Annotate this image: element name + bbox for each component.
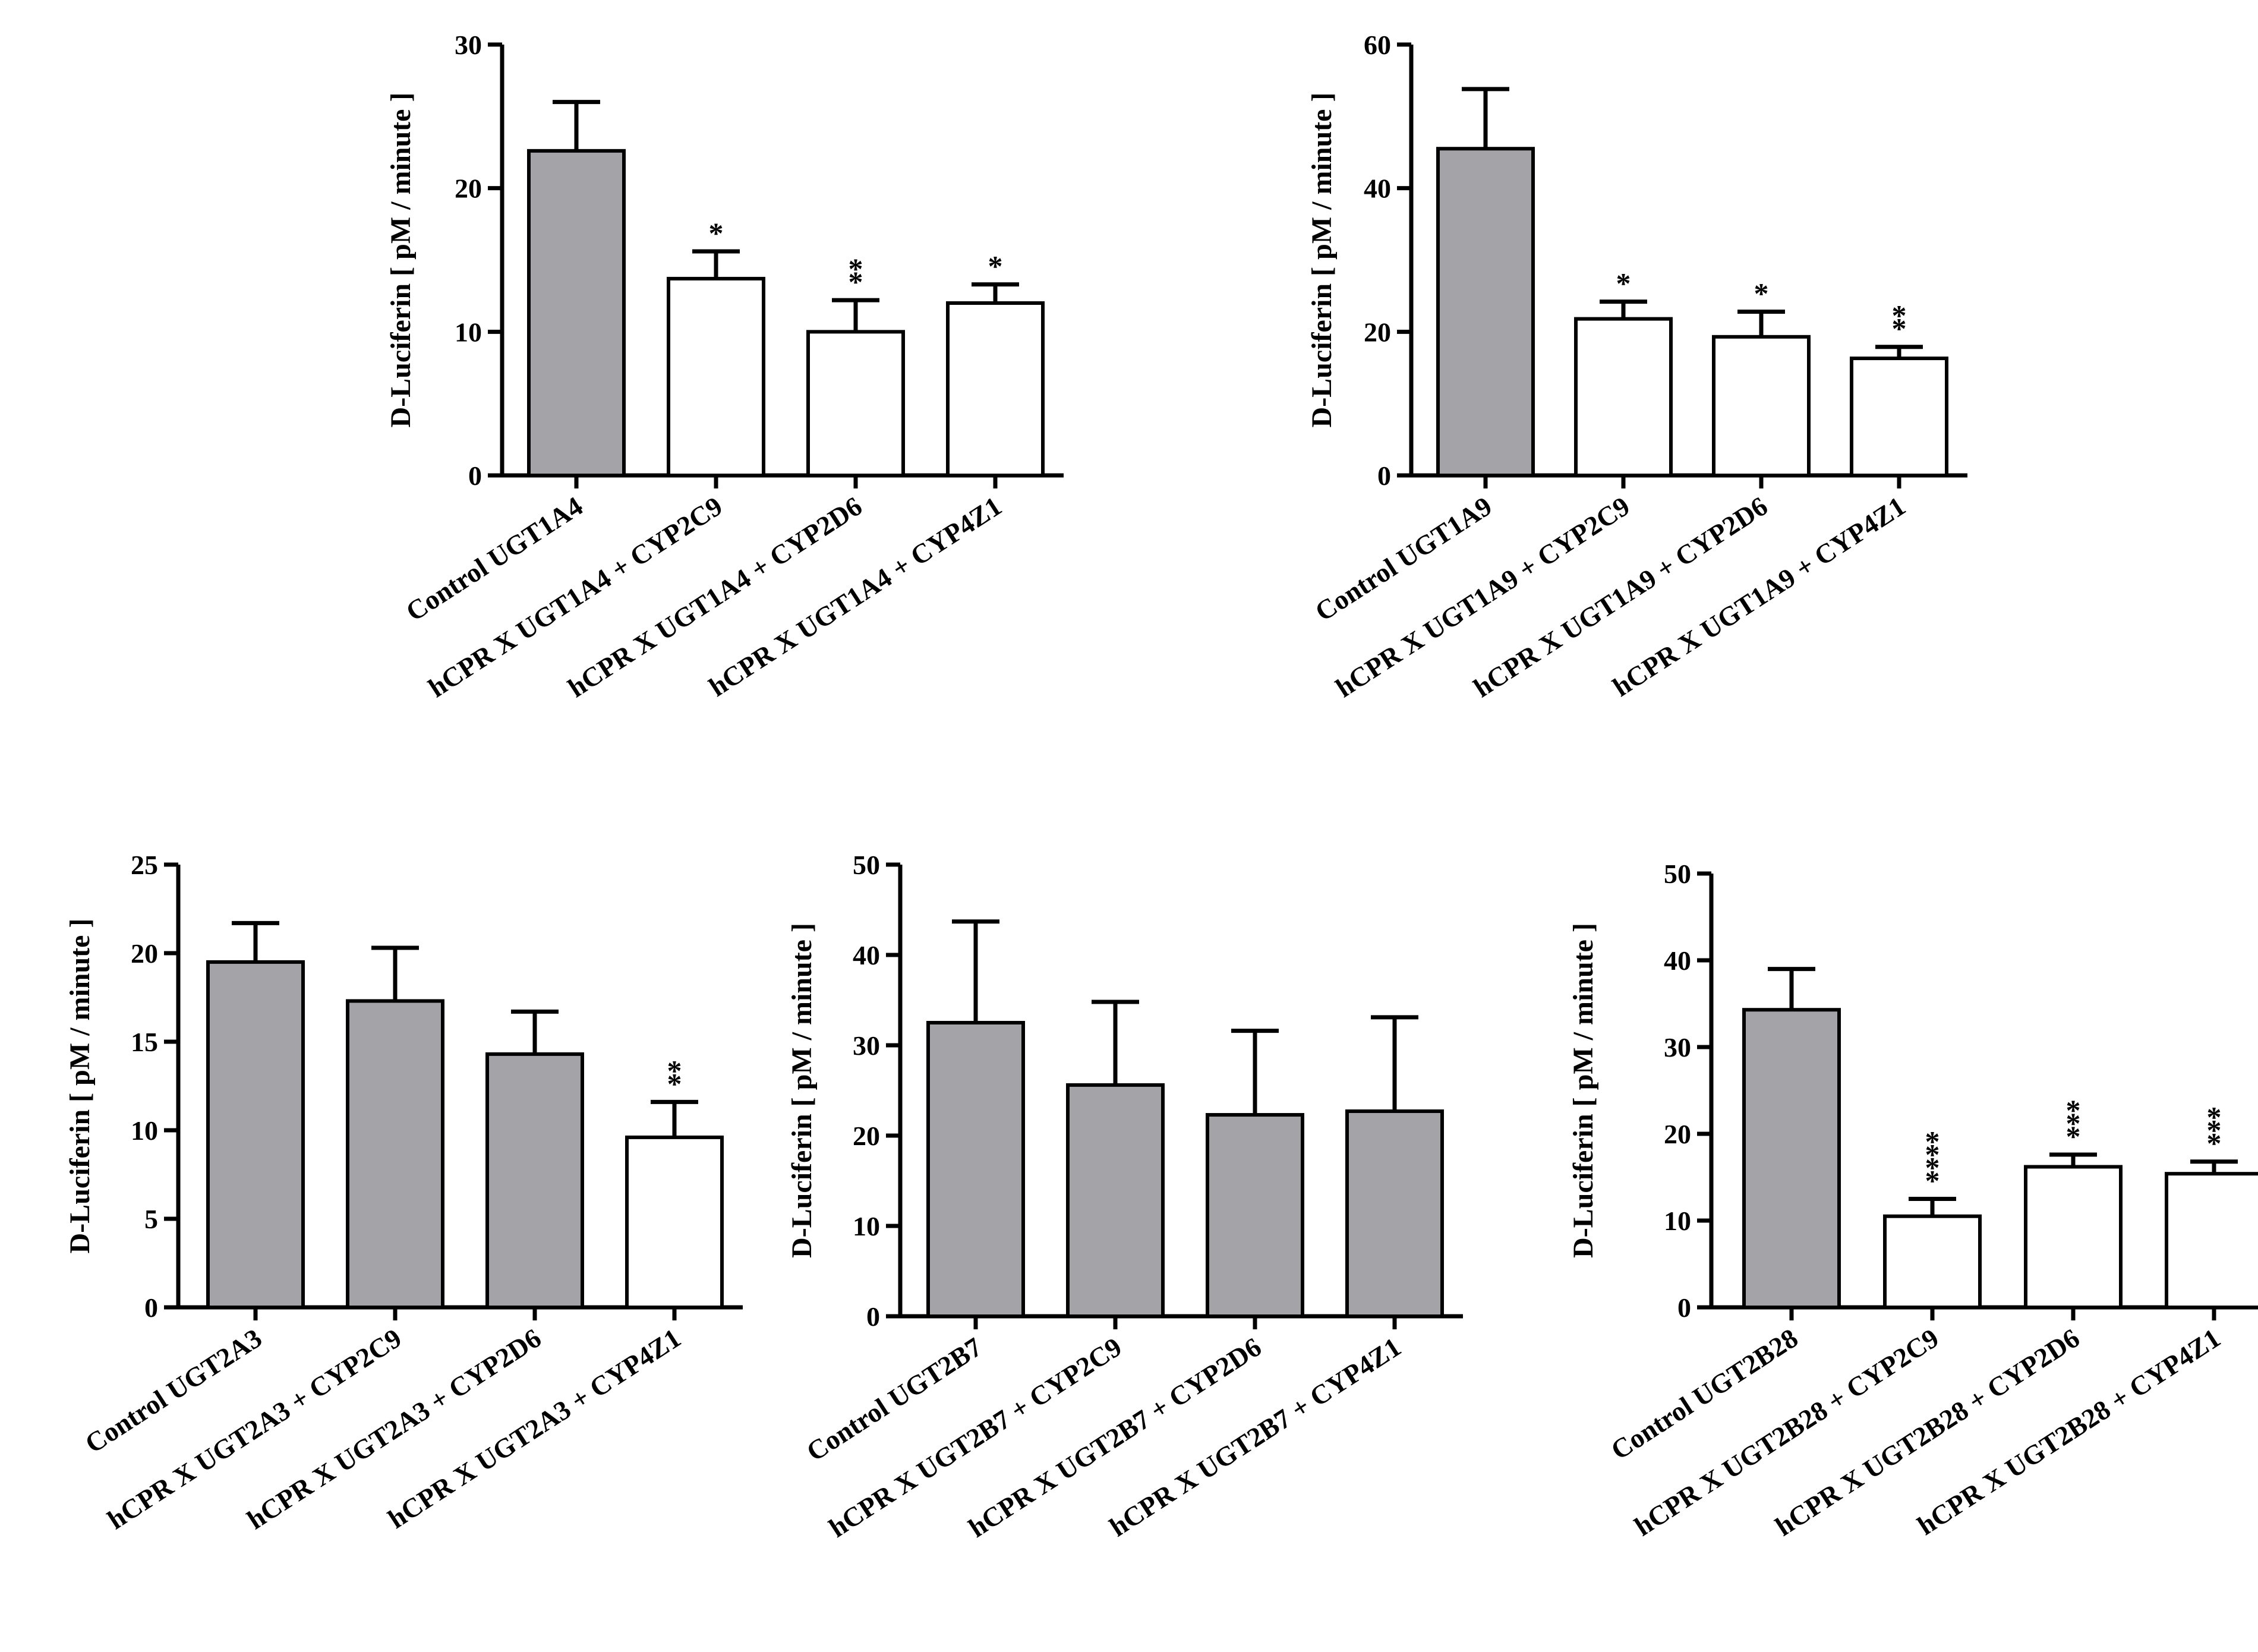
significance-marker: *** bbox=[2207, 1101, 2222, 1160]
y-tick-label: 20 bbox=[853, 1121, 880, 1151]
bar-3 bbox=[806, 330, 905, 477]
bar-4 bbox=[1850, 357, 1948, 478]
significance-marker: * bbox=[1616, 267, 1631, 300]
bar-1 bbox=[926, 1021, 1025, 1318]
y-tick-label: 30 bbox=[853, 1030, 880, 1061]
significance-marker: * bbox=[988, 250, 1003, 283]
bar-2 bbox=[346, 999, 444, 1309]
bar-1 bbox=[1436, 147, 1535, 478]
bar-3 bbox=[485, 1052, 584, 1309]
y-tick-label: 25 bbox=[131, 850, 158, 880]
bar-3 bbox=[2024, 1165, 2123, 1309]
y-tick-label: 50 bbox=[1664, 859, 1691, 889]
bar-3 bbox=[1206, 1113, 1304, 1319]
y-tick-label: 10 bbox=[131, 1115, 158, 1146]
y-tick-label: 60 bbox=[1364, 30, 1391, 60]
significance-marker: * bbox=[1754, 277, 1769, 310]
significance-marker: ** bbox=[849, 252, 863, 298]
significance-marker: ** bbox=[667, 1054, 682, 1100]
y-tick-label: 0 bbox=[1677, 1292, 1691, 1323]
y-tick-label: 30 bbox=[1664, 1032, 1691, 1063]
bar-2 bbox=[1066, 1083, 1165, 1318]
significance-marker: *** bbox=[2066, 1093, 2081, 1153]
bar-3 bbox=[1712, 335, 1811, 478]
y-tick-label: 0 bbox=[144, 1292, 158, 1323]
y-axis-title: D-Luciferin [ pM / minute ] bbox=[1568, 923, 1599, 1258]
bar-1 bbox=[206, 960, 305, 1309]
y-tick-label: 40 bbox=[1664, 945, 1691, 976]
y-tick-label: 10 bbox=[1664, 1206, 1691, 1236]
significance-marker: ** bbox=[1892, 299, 1907, 345]
y-tick-label: 20 bbox=[455, 174, 482, 204]
y-tick-label: 5 bbox=[144, 1204, 158, 1234]
y-tick-label: 0 bbox=[1377, 461, 1391, 491]
y-tick-label: 30 bbox=[455, 30, 482, 60]
y-tick-label: 0 bbox=[866, 1301, 880, 1332]
y-tick-label: 20 bbox=[131, 938, 158, 969]
y-tick-label: 0 bbox=[468, 461, 482, 491]
bar-2 bbox=[1883, 1214, 1982, 1309]
y-tick-label: 20 bbox=[1664, 1119, 1691, 1149]
y-tick-label: 10 bbox=[455, 317, 482, 347]
y-tick-label: 15 bbox=[131, 1027, 158, 1057]
bar-1 bbox=[527, 149, 626, 478]
y-tick-label: 20 bbox=[1364, 317, 1391, 347]
y-axis-title: D-Luciferin [ pM / minute ] bbox=[64, 919, 96, 1254]
bar-1 bbox=[1742, 1008, 1841, 1309]
significance-marker: **** bbox=[1925, 1125, 1940, 1197]
y-tick-label: 40 bbox=[853, 940, 880, 970]
bar-4 bbox=[946, 301, 1045, 477]
y-tick-label: 10 bbox=[853, 1211, 880, 1241]
significance-marker: * bbox=[709, 216, 724, 250]
y-axis-title: D-Luciferin [ pM / minute ] bbox=[1306, 93, 1338, 428]
bar-4 bbox=[1345, 1109, 1444, 1318]
bar-2 bbox=[667, 276, 765, 477]
y-axis-title: D-Luciferin [ pM / minute ] bbox=[786, 923, 818, 1258]
y-tick-label: 50 bbox=[853, 850, 880, 880]
y-tick-label: 40 bbox=[1364, 174, 1391, 204]
bar-4 bbox=[2165, 1172, 2258, 1310]
y-axis-title: D-Luciferin [ pM / minute ] bbox=[385, 93, 417, 428]
bar-4 bbox=[625, 1135, 724, 1310]
bar-2 bbox=[1574, 317, 1673, 477]
